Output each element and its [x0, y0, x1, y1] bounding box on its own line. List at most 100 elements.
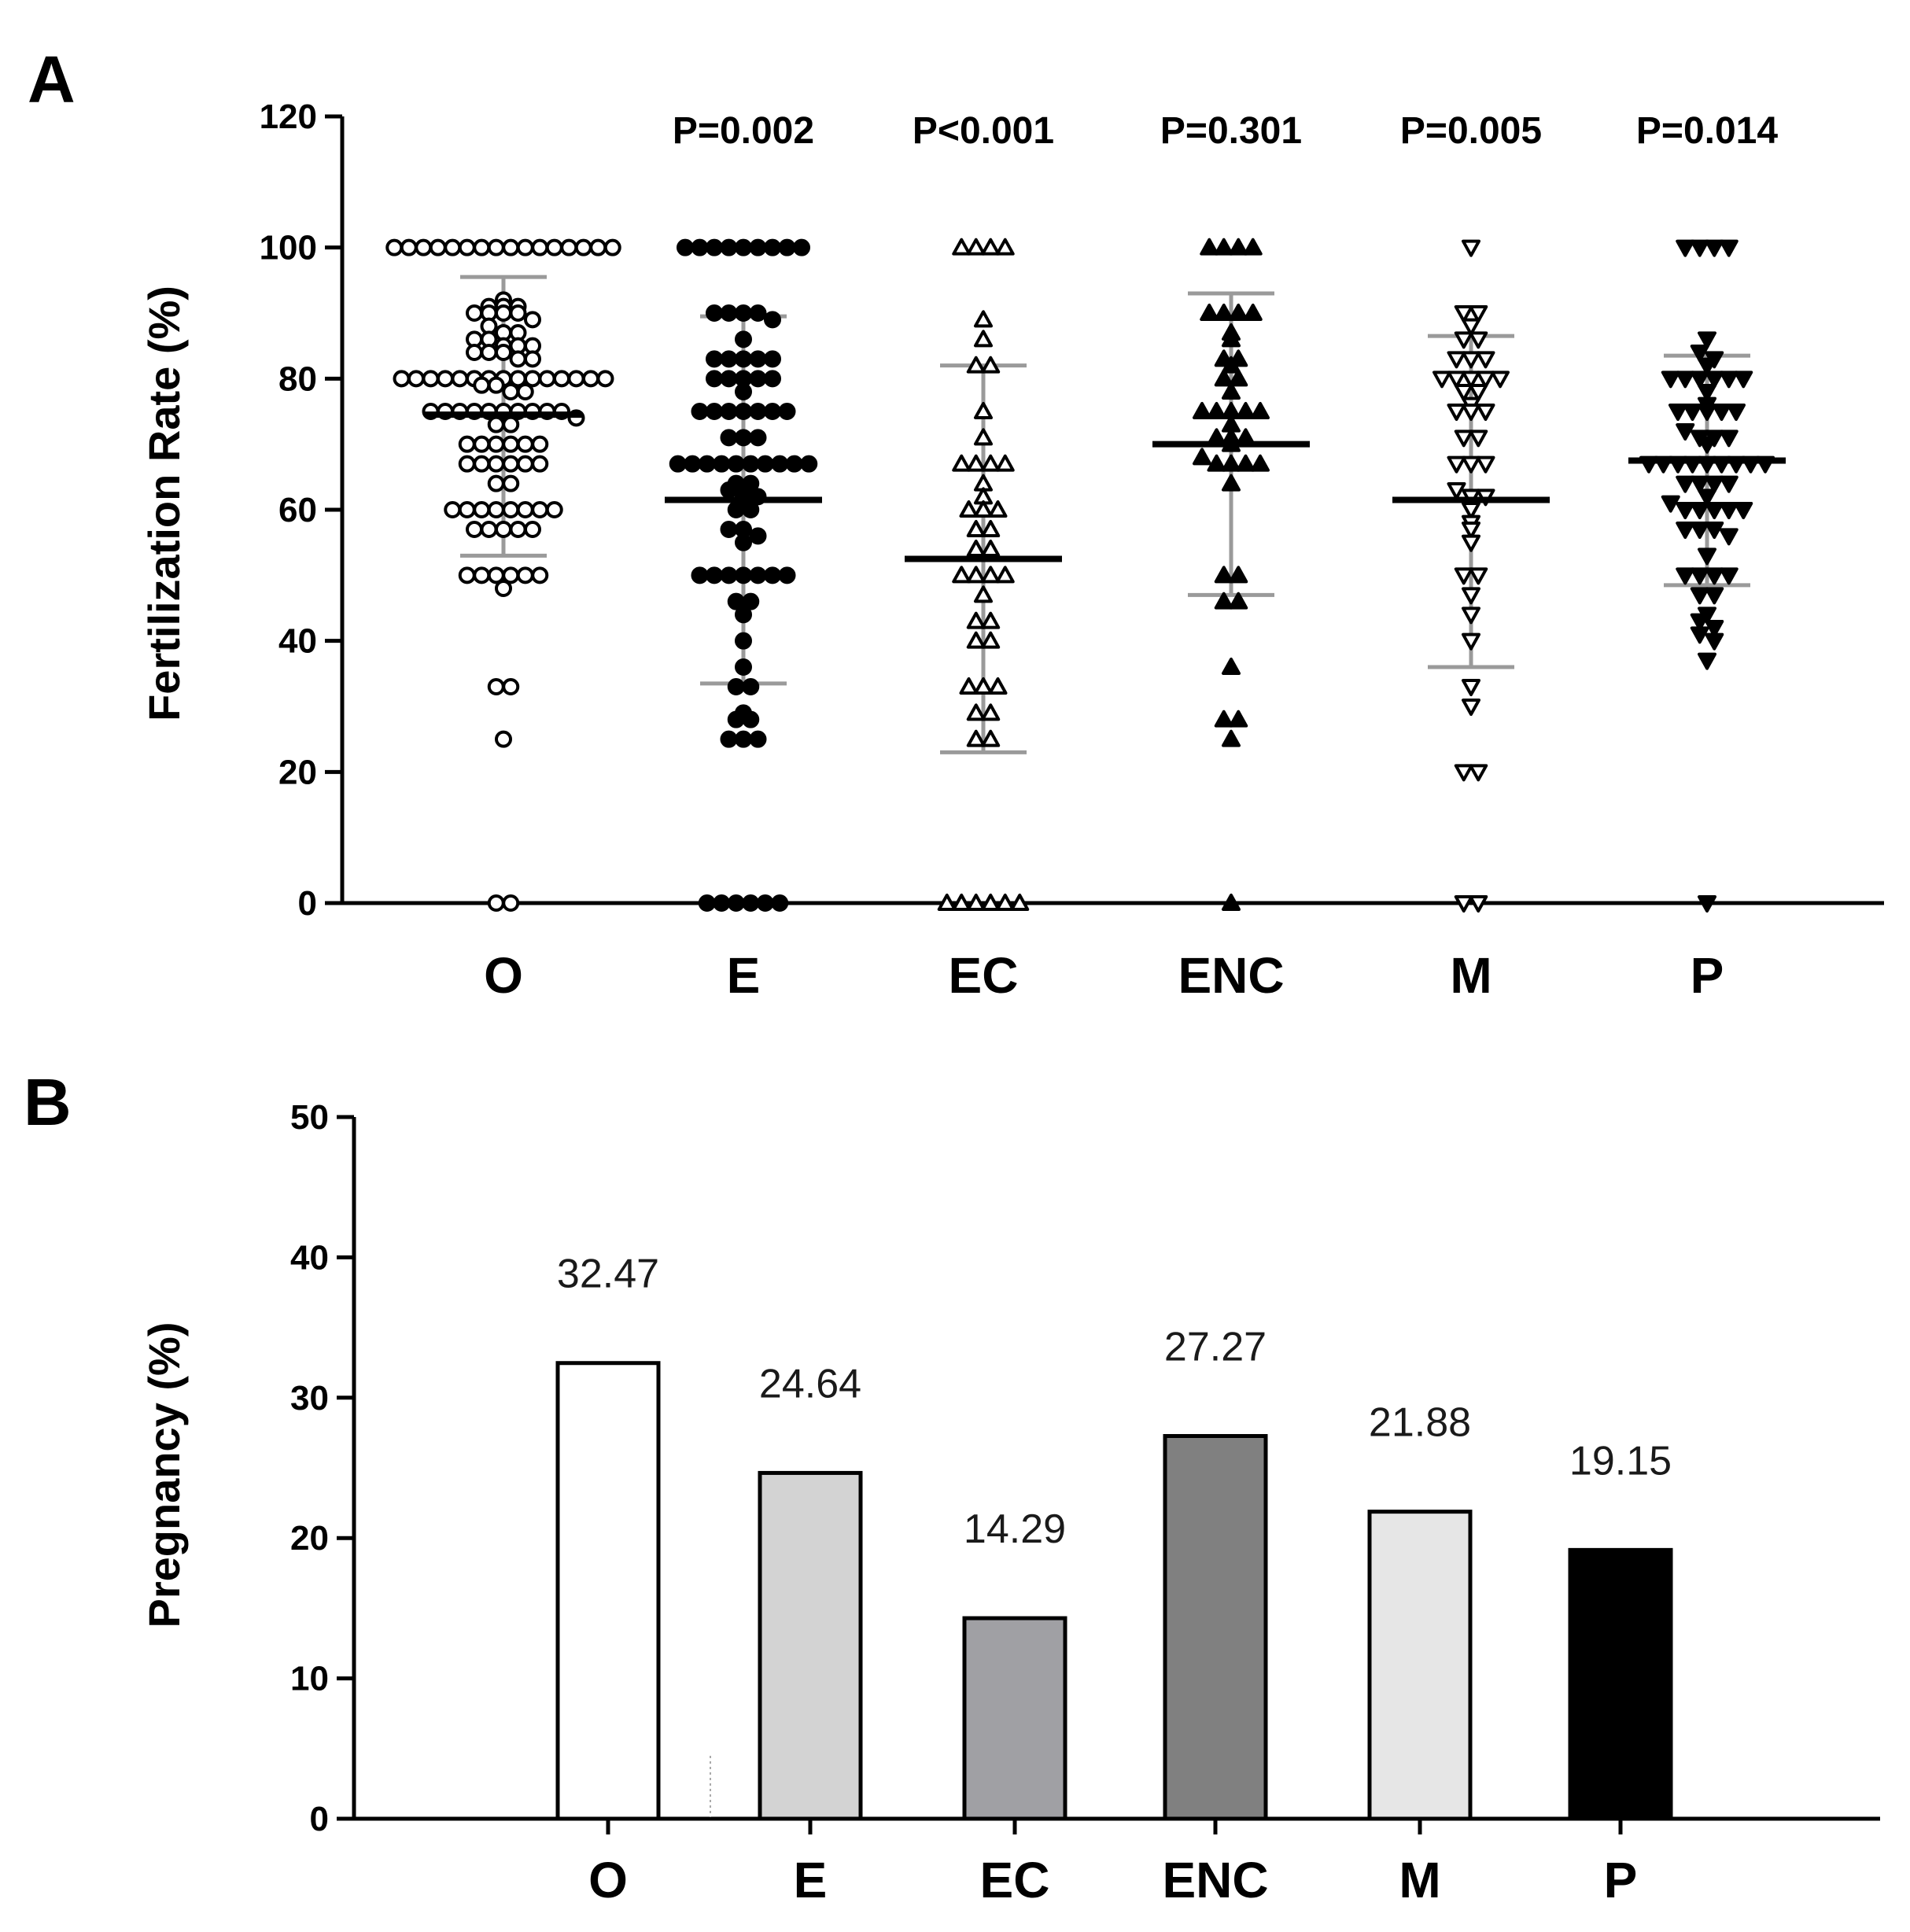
data-point-enc [1200, 304, 1219, 321]
data-point-ec [995, 894, 1015, 911]
data-point-ec [966, 611, 986, 629]
data-point-m [1454, 331, 1473, 349]
data-point-e [742, 894, 760, 912]
y-axis-title-b: Pregnancy (%) [139, 1322, 189, 1628]
data-point-e [735, 658, 752, 676]
data-point-m [1469, 567, 1488, 585]
bar-value-label: 24.64 [759, 1361, 861, 1407]
data-point-e [764, 370, 781, 388]
data-point-o [393, 370, 411, 388]
data-point-o [502, 238, 520, 256]
data-point-ec [981, 894, 1001, 911]
data-point-o [451, 370, 469, 388]
category-label-a: ENC [1178, 947, 1284, 1004]
data-point-e [749, 429, 767, 447]
p-value-label: P<0.001 [913, 110, 1054, 152]
data-point-e [706, 370, 723, 388]
data-point-ec [966, 356, 986, 374]
y-tick-label-b: 40 [290, 1238, 329, 1277]
data-point-o [495, 304, 512, 322]
data-point-e [735, 304, 752, 322]
data-point-e [749, 527, 767, 545]
data-point-ec [952, 894, 972, 911]
data-point-p [1698, 331, 1716, 349]
data-point-p [1676, 423, 1695, 441]
data-point-ec [981, 356, 1001, 374]
data-point-e [720, 566, 738, 584]
data-point-o [531, 435, 549, 453]
data-point-o [502, 383, 520, 400]
data-point-m [1454, 567, 1473, 585]
data-point-p [1690, 587, 1709, 605]
data-point-e [713, 894, 731, 912]
data-point-o [487, 455, 505, 473]
data-point-o [538, 370, 556, 388]
data-point-e [727, 710, 745, 728]
data-point-p [1698, 357, 1716, 375]
data-point-o [487, 474, 505, 492]
data-point-e [720, 238, 738, 256]
data-point-p [1698, 548, 1716, 566]
bar-ec [962, 1616, 1067, 1821]
data-point-m [1462, 404, 1480, 421]
data-point-e [713, 455, 731, 473]
p-values-a: P=0.002 P<0.001 P=0.301 P=0.005 P=0.014 [673, 110, 1778, 152]
data-point-enc [1222, 330, 1241, 348]
category-label-b: M [1399, 1852, 1440, 1908]
data-point-enc [1214, 710, 1233, 728]
bar-enc [1163, 1434, 1268, 1821]
data-point-m [1462, 239, 1480, 257]
data-point-ec [974, 585, 993, 603]
data-point-m [1447, 482, 1466, 500]
data-point-m [1469, 764, 1488, 782]
p-value-label: P=0.014 [1636, 110, 1778, 152]
data-point-e [742, 592, 760, 610]
data-point-p [1705, 632, 1724, 651]
data-point-m [1462, 607, 1480, 625]
data-point-p [1690, 522, 1709, 539]
category-label-b: E [794, 1852, 828, 1908]
data-point-o [567, 370, 585, 388]
data-point-o [495, 344, 512, 361]
data-point-o [458, 238, 476, 256]
data-point-ec [952, 566, 972, 584]
category-label-b: O [588, 1852, 628, 1908]
data-point-o [466, 344, 483, 361]
category-label-a: EC [949, 947, 1019, 1004]
category-label-a: O [484, 947, 523, 1004]
data-point-ec [966, 520, 986, 537]
data-point-o [466, 304, 483, 322]
data-point-o [509, 350, 527, 368]
data-point-p [1719, 567, 1739, 585]
bars-b: 32.47 24.64 14.29 27.27 21.88 19.15 [555, 1252, 1673, 1834]
category-label-a: E [727, 947, 761, 1004]
data-point-o [509, 521, 527, 538]
data-point-m [1476, 351, 1495, 369]
data-point-p [1690, 502, 1709, 519]
data-point-e [785, 455, 803, 473]
p-value-label: P=0.002 [673, 110, 814, 152]
data-point-e [735, 533, 752, 551]
data-point-e [735, 606, 752, 624]
panel-letter-b: B [24, 1065, 72, 1139]
data-point-m [1462, 455, 1480, 474]
data-point-p [1705, 475, 1724, 493]
data-point-e [706, 350, 723, 368]
data-point-e [735, 383, 752, 400]
data-point-e [706, 304, 723, 322]
data-point-e [764, 403, 781, 420]
data-point-m [1462, 318, 1480, 336]
data-point-o [502, 501, 520, 518]
data-point-e [720, 730, 738, 748]
data-point-o [458, 435, 476, 453]
data-point-ec [974, 500, 993, 518]
data-point-e [735, 403, 752, 420]
data-point-o [487, 678, 505, 695]
data-point-e [706, 403, 723, 420]
data-point-o [603, 238, 621, 256]
data-point-o [502, 894, 520, 912]
data-point-o [589, 238, 607, 256]
data-point-enc [1229, 566, 1248, 584]
data-point-e [749, 566, 767, 584]
